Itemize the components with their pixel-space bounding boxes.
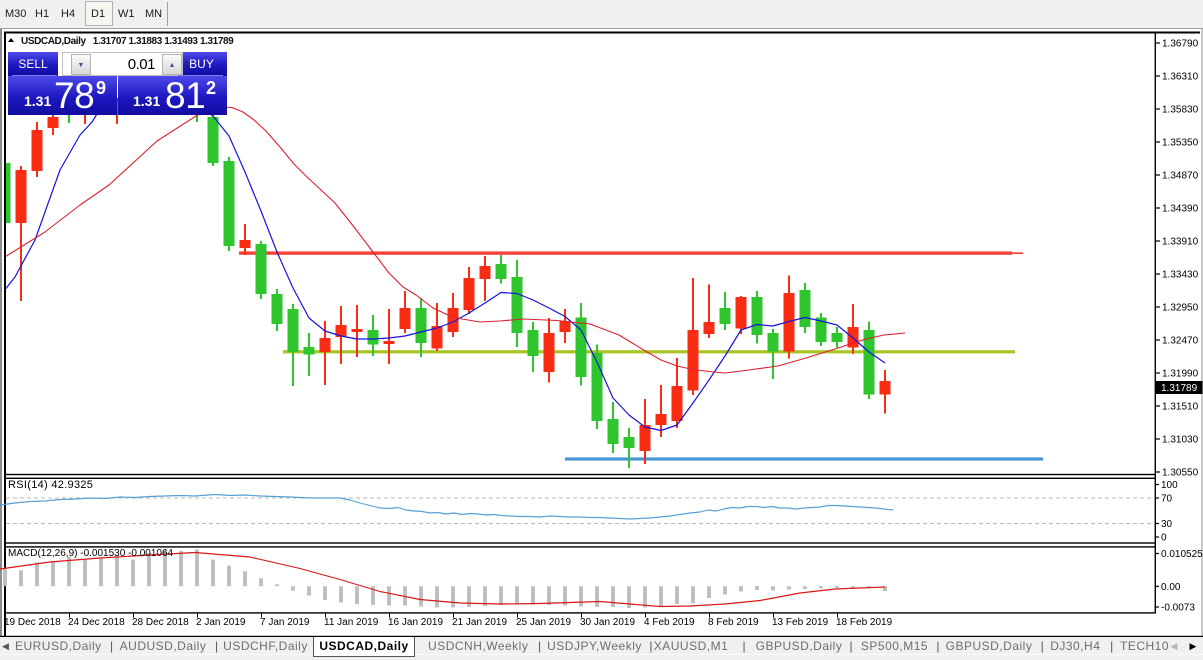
svg-text:24 Dec 2018: 24 Dec 2018 — [68, 617, 125, 628]
svg-text:1.35350: 1.35350 — [1162, 138, 1199, 149]
svg-text:1.36310: 1.36310 — [1162, 72, 1199, 83]
svg-text:0.00: 0.00 — [1161, 582, 1181, 593]
svg-text:1.31990: 1.31990 — [1162, 369, 1199, 380]
svg-text:30 Jan 2019: 30 Jan 2019 — [580, 617, 635, 628]
svg-text:70: 70 — [1161, 494, 1173, 505]
svg-text:30: 30 — [1161, 519, 1173, 530]
svg-text:1.35830: 1.35830 — [1162, 105, 1199, 116]
svg-text:1.31789: 1.31789 — [1161, 383, 1198, 394]
svg-text:28 Dec 2018: 28 Dec 2018 — [132, 617, 189, 628]
svg-text:0: 0 — [1161, 533, 1167, 544]
svg-text:1.33430: 1.33430 — [1162, 270, 1199, 281]
svg-text:1.34390: 1.34390 — [1162, 204, 1199, 215]
svg-text:4 Feb 2019: 4 Feb 2019 — [644, 617, 695, 628]
svg-text:0.010525: 0.010525 — [1161, 549, 1203, 560]
svg-text:1.32950: 1.32950 — [1162, 303, 1199, 314]
svg-text:1.36790: 1.36790 — [1162, 39, 1199, 50]
svg-text:1.34870: 1.34870 — [1162, 171, 1199, 182]
svg-text:16 Jan 2019: 16 Jan 2019 — [388, 617, 443, 628]
svg-text:8 Feb 2019: 8 Feb 2019 — [708, 617, 759, 628]
svg-text:19 Dec 2018: 19 Dec 2018 — [4, 617, 61, 628]
svg-text:25 Jan 2019: 25 Jan 2019 — [516, 617, 571, 628]
svg-text:21 Jan 2019: 21 Jan 2019 — [452, 617, 507, 628]
svg-text:RSI(14) 42.9325: RSI(14) 42.9325 — [8, 479, 93, 491]
svg-text:2 Jan 2019: 2 Jan 2019 — [196, 617, 246, 628]
svg-text:1.31510: 1.31510 — [1162, 402, 1199, 413]
svg-text:1.31030: 1.31030 — [1162, 435, 1199, 446]
svg-text:11 Jan 2019: 11 Jan 2019 — [324, 617, 379, 628]
svg-text:MACD(12,26,9) -0.001530 -0.001: MACD(12,26,9) -0.001530 -0.001064 — [8, 548, 174, 559]
svg-text:13 Feb 2019: 13 Feb 2019 — [772, 617, 829, 628]
svg-text:1.30550: 1.30550 — [1162, 468, 1199, 479]
svg-text:7 Jan 2019: 7 Jan 2019 — [260, 617, 310, 628]
svg-text:18 Feb 2019: 18 Feb 2019 — [836, 617, 893, 628]
svg-text:100: 100 — [1161, 480, 1178, 491]
svg-text:1.33910: 1.33910 — [1162, 237, 1199, 248]
svg-text:-0.0073: -0.0073 — [1161, 603, 1195, 614]
svg-text:1.32470: 1.32470 — [1162, 336, 1199, 347]
